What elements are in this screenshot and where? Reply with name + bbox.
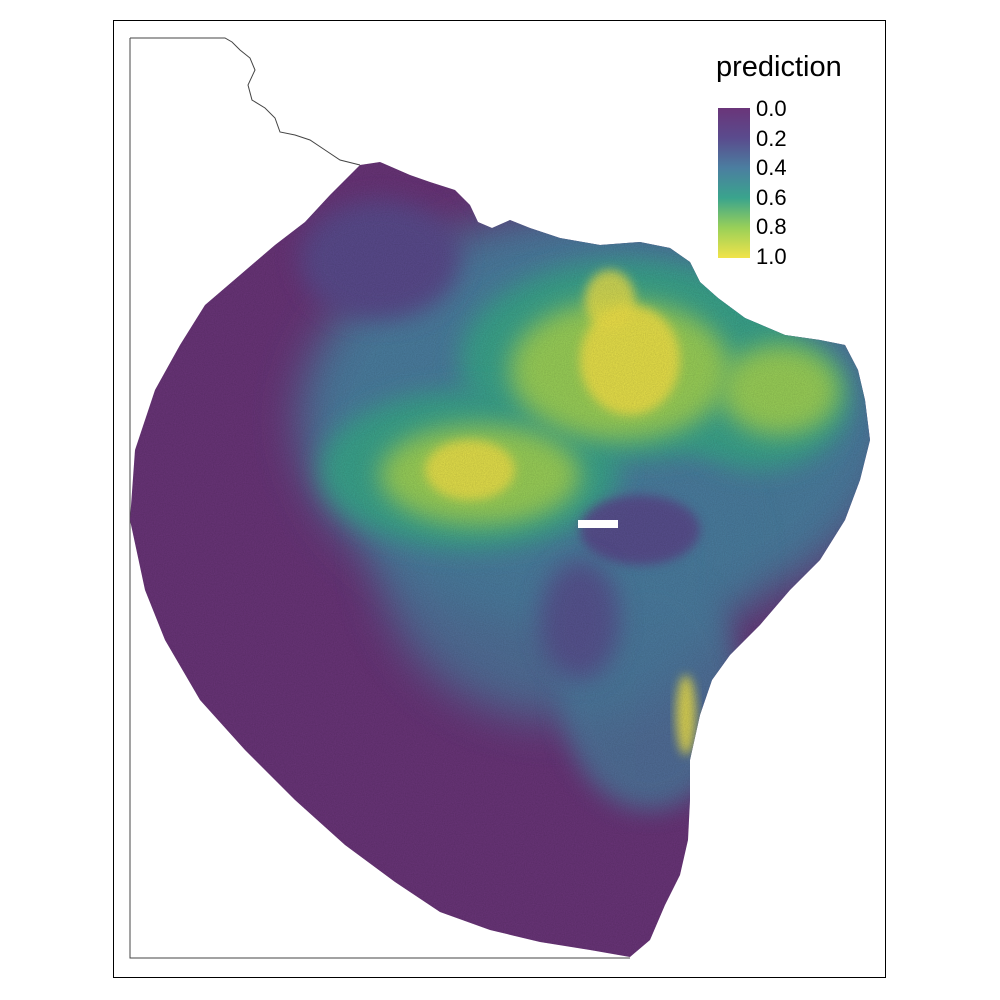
legend-label: 1.0 bbox=[756, 243, 787, 269]
frame-inner-boundary bbox=[129, 38, 630, 959]
legend-label: 0.0 bbox=[756, 96, 787, 121]
legend-label: 0.8 bbox=[756, 214, 787, 239]
no-data-gap bbox=[578, 520, 618, 528]
legend: prediction 0.0 0.2 0.4 0.6 0.8 1.0 bbox=[716, 50, 866, 280]
legend-label: 0.2 bbox=[756, 125, 787, 151]
legend-label: 0.6 bbox=[756, 184, 787, 210]
legend-label: 0.4 bbox=[756, 155, 787, 180]
legend-color-bar bbox=[718, 108, 750, 258]
legend-title: prediction bbox=[716, 51, 842, 83]
coastline-boundary bbox=[130, 37, 361, 166]
